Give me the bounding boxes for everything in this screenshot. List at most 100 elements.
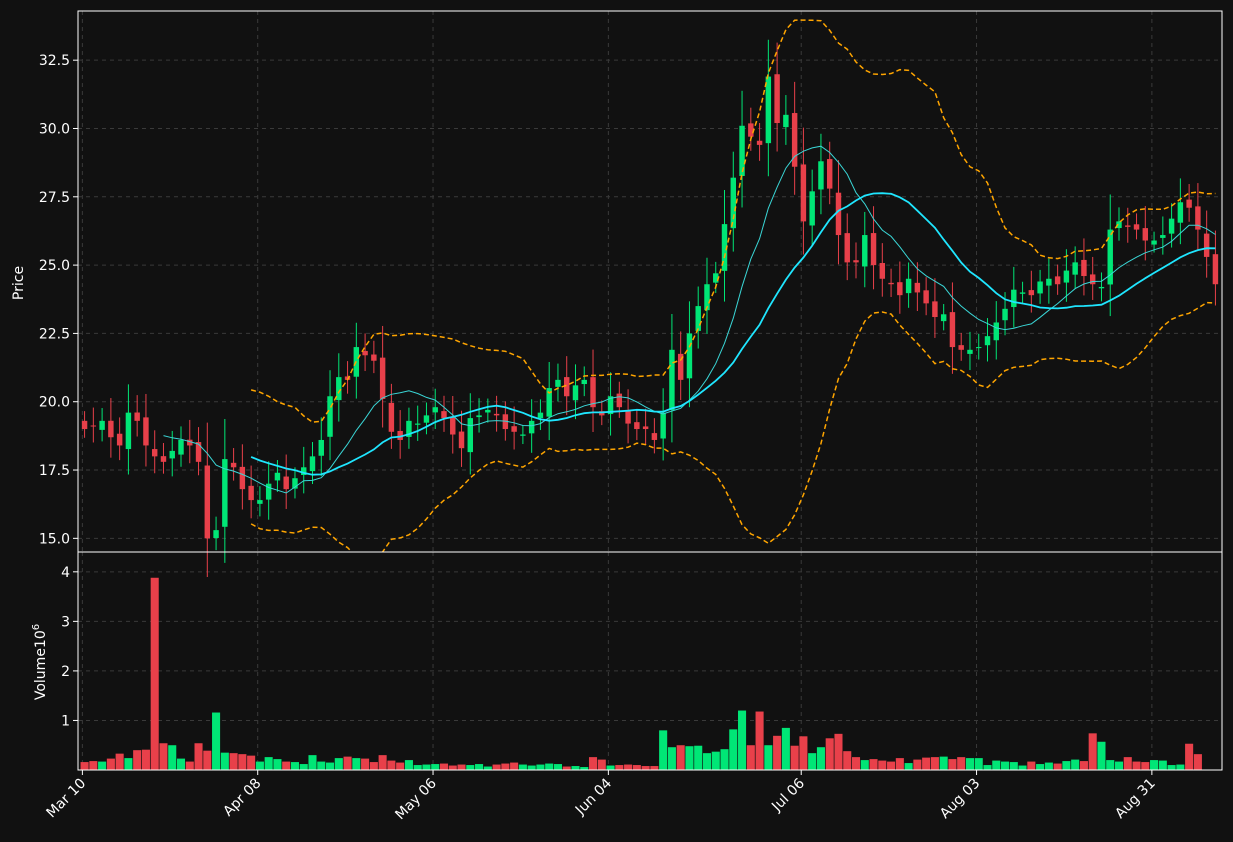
candle-body bbox=[1081, 259, 1087, 277]
volume-bar bbox=[571, 766, 580, 770]
candle-body bbox=[976, 347, 982, 349]
candle-body bbox=[862, 235, 868, 267]
candle-body bbox=[520, 434, 526, 436]
volume-bar bbox=[1167, 765, 1176, 770]
candle-body bbox=[388, 402, 395, 432]
volume-bar bbox=[904, 763, 913, 770]
candle-body bbox=[958, 345, 964, 350]
volume-bar bbox=[1018, 765, 1027, 770]
price-tick-label: 27.5 bbox=[39, 190, 70, 206]
volume-bar bbox=[851, 757, 861, 770]
volume-bar bbox=[185, 761, 194, 770]
candle-body bbox=[230, 462, 237, 468]
candle-body bbox=[923, 290, 929, 304]
candle-body bbox=[1107, 229, 1113, 285]
volume-bar bbox=[378, 755, 387, 770]
candle-body bbox=[476, 415, 482, 418]
candle-body bbox=[309, 456, 316, 472]
volume-bar bbox=[273, 759, 282, 770]
volume-tick-label: 2 bbox=[61, 664, 70, 680]
candle-body bbox=[555, 379, 561, 387]
candle-body bbox=[248, 485, 254, 501]
volume-bar bbox=[624, 764, 633, 770]
candle-body bbox=[239, 466, 246, 490]
candle-body bbox=[949, 312, 956, 348]
candle-body bbox=[301, 467, 307, 475]
volume-bar bbox=[781, 727, 790, 770]
candle-body bbox=[1116, 221, 1122, 229]
volume-bar bbox=[492, 764, 501, 770]
volume-bar bbox=[518, 764, 527, 770]
price-tick-label: 30.0 bbox=[39, 121, 70, 137]
candle-body bbox=[660, 412, 666, 439]
candle-body bbox=[213, 530, 219, 538]
volume-bar bbox=[422, 764, 431, 770]
candle-body bbox=[493, 413, 500, 416]
candle-body bbox=[116, 433, 123, 446]
price-tick-label: 15.0 bbox=[39, 531, 70, 547]
candle-body bbox=[695, 306, 701, 331]
axis-labels: Price Volume106 bbox=[11, 266, 49, 700]
volume-bar bbox=[334, 758, 343, 770]
volume-bar bbox=[308, 755, 317, 770]
candle-body bbox=[905, 278, 912, 294]
candle-body bbox=[528, 420, 535, 434]
candle-body bbox=[739, 125, 745, 176]
candle-body bbox=[1054, 276, 1061, 285]
candle-body bbox=[1002, 308, 1008, 321]
bollinger-upper-line bbox=[250, 19, 1216, 423]
volume-bar bbox=[1053, 763, 1062, 770]
candle-body bbox=[748, 123, 754, 137]
volume-bar bbox=[413, 765, 422, 770]
candle-body bbox=[458, 431, 465, 449]
volume-tick-label: 3 bbox=[61, 614, 70, 630]
candle-body bbox=[99, 420, 105, 430]
volume-bar bbox=[536, 764, 545, 770]
candle-body bbox=[81, 420, 88, 430]
volume-bar bbox=[729, 729, 738, 770]
volume-bar bbox=[860, 760, 869, 770]
candle-body bbox=[511, 426, 517, 432]
volume-bar bbox=[247, 755, 256, 770]
candle-body bbox=[1063, 270, 1070, 283]
candle-body bbox=[336, 377, 342, 401]
candle-body bbox=[914, 282, 921, 293]
volume-bar bbox=[825, 738, 834, 770]
volume-bar bbox=[939, 756, 948, 770]
candle-body bbox=[1037, 281, 1043, 294]
volume-bar bbox=[887, 761, 896, 770]
volume-bar bbox=[396, 762, 405, 770]
candle-body bbox=[826, 159, 833, 189]
volume-bar bbox=[1132, 761, 1141, 770]
volume-bar bbox=[930, 757, 939, 770]
candle-body bbox=[1125, 225, 1131, 227]
volume-bar bbox=[562, 766, 571, 770]
candle-body bbox=[187, 439, 193, 446]
candle-body bbox=[783, 114, 789, 128]
volume-bar bbox=[282, 761, 291, 770]
volume-bar bbox=[834, 733, 843, 770]
volume-bar bbox=[1158, 760, 1167, 770]
volume-bar bbox=[895, 758, 904, 770]
volume-bar bbox=[1185, 743, 1194, 770]
candle-body bbox=[467, 418, 474, 453]
candle-body bbox=[379, 357, 386, 399]
volume-bar bbox=[212, 712, 221, 770]
volume-bar bbox=[799, 736, 808, 770]
candle-body bbox=[581, 379, 587, 385]
volume-bar bbox=[1062, 761, 1071, 770]
slow-moving-average-line bbox=[250, 192, 1216, 476]
volume-bar bbox=[501, 763, 510, 770]
volume-bar bbox=[816, 747, 825, 770]
price-tick-label: 20.0 bbox=[39, 395, 70, 411]
candle-body bbox=[204, 465, 211, 539]
volume-bar bbox=[1176, 764, 1185, 770]
volume-bar bbox=[1036, 764, 1045, 770]
candle-body bbox=[1011, 289, 1017, 308]
volume-bar bbox=[641, 766, 650, 770]
volume-bar bbox=[764, 745, 773, 770]
candle-body bbox=[134, 412, 140, 421]
candle-body bbox=[940, 314, 947, 322]
candle-body bbox=[713, 273, 719, 283]
volume-bar bbox=[957, 757, 966, 770]
